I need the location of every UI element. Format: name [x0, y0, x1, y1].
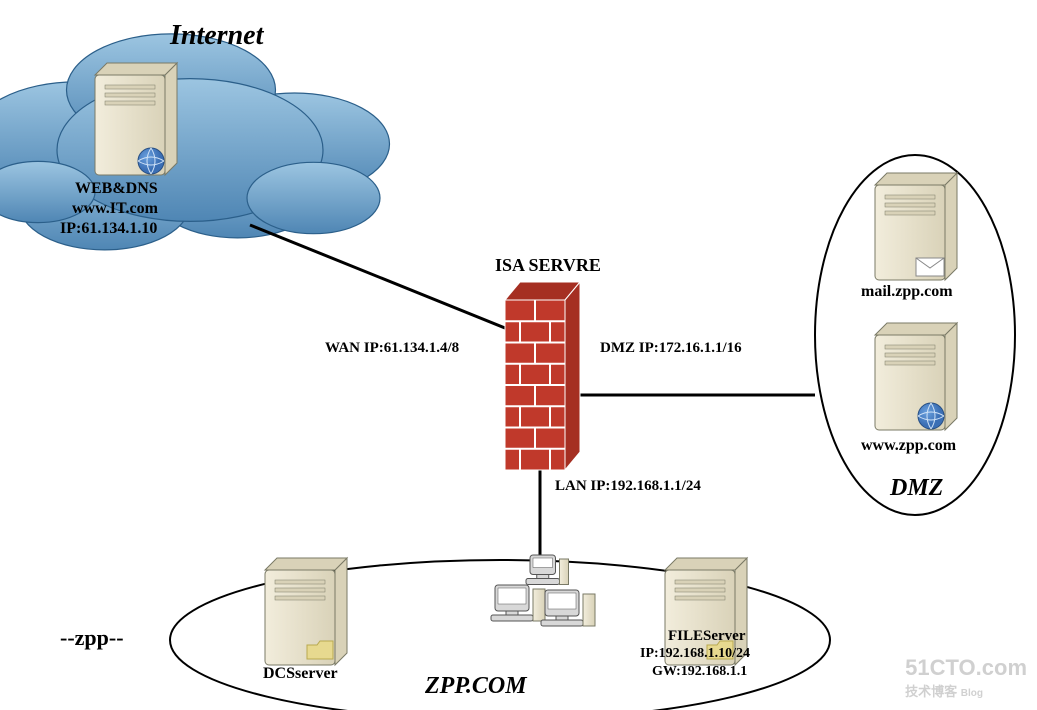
fs-label-0: FILEServer: [668, 628, 745, 645]
dmz-ip-label: DMZ IP:172.16.1.1/16: [600, 340, 742, 357]
watermark: 51CTO.com 技术博客 Blog: [905, 655, 1027, 700]
globe-icon: [918, 403, 944, 429]
internet-title: Internet: [170, 20, 263, 52]
diagram-canvas: [0, 0, 1037, 710]
dcs-server: [265, 558, 347, 665]
webdns-label-2: IP:61.134.1.10: [60, 220, 157, 238]
webdns-label-0: WEB&DNS: [75, 180, 158, 198]
wwwdmz-label: www.zpp.com: [861, 437, 956, 455]
webdns-server: [95, 63, 177, 175]
dmz-title: DMZ: [890, 475, 943, 502]
globe-icon: [138, 148, 164, 174]
lan-title: ZPP.COM: [425, 673, 527, 700]
dcs-label: DCSserver: [263, 665, 338, 683]
wan-ip-label: WAN IP:61.134.1.4/8: [325, 340, 459, 357]
isa-title: ISA SERVRE: [495, 255, 601, 276]
edge: [250, 225, 510, 330]
fs-label-1: IP:192.168.1.10/24: [640, 646, 750, 662]
mail-label: mail.zpp.com: [861, 283, 953, 301]
internet-cloud: [0, 34, 390, 250]
author-text: --zpp--: [60, 625, 124, 651]
fs-label-2: GW:192.168.1.1: [652, 664, 747, 680]
lan-ip-label: LAN IP:192.168.1.1/24: [555, 478, 701, 495]
www-dmz-server: [875, 323, 957, 430]
firewall-icon: [505, 282, 580, 470]
webdns-label-1: www.IT.com: [72, 200, 158, 218]
client-workstations: [491, 555, 595, 626]
mail-server: [875, 173, 957, 280]
